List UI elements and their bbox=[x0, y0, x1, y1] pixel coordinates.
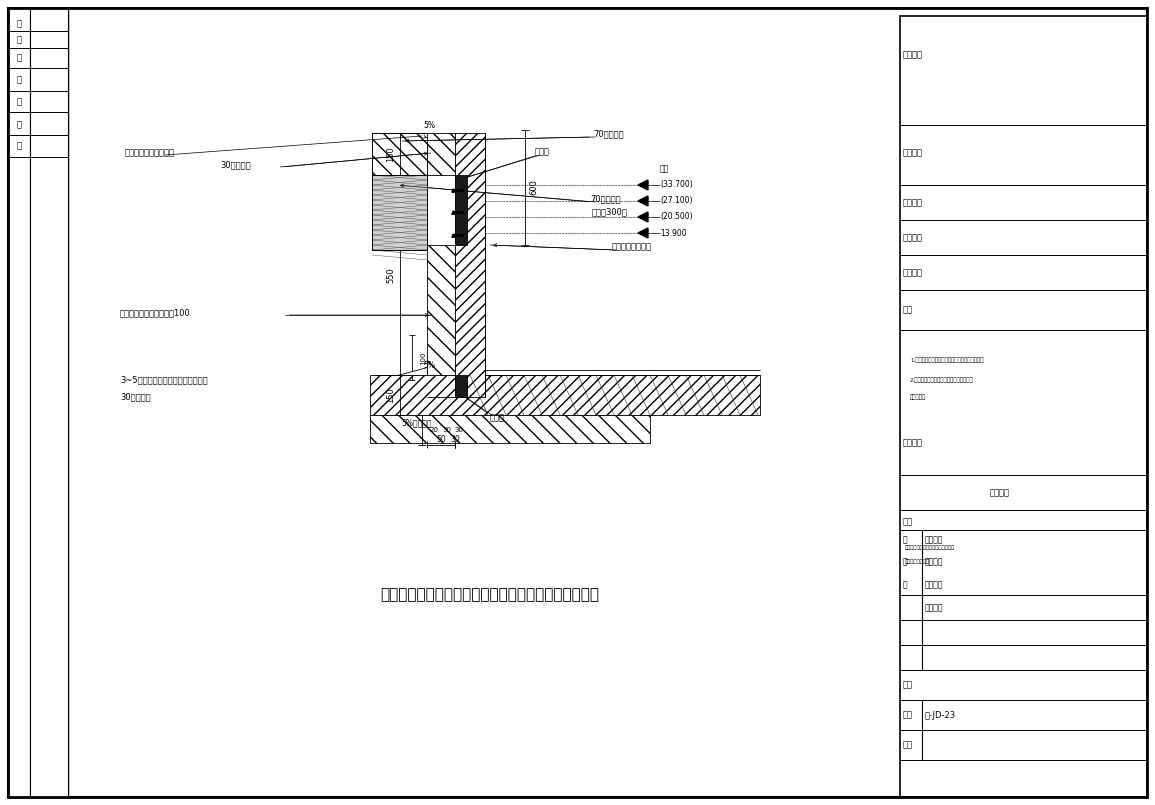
Text: 相关规范。: 相关规范。 bbox=[910, 394, 926, 400]
Bar bbox=[8, 8, 68, 797]
Text: 窗附框: 窗附框 bbox=[535, 147, 550, 156]
Bar bbox=[372, 175, 427, 250]
Text: 栏: 栏 bbox=[16, 142, 22, 151]
Text: 建设单位: 建设单位 bbox=[903, 199, 923, 208]
Text: 600: 600 bbox=[529, 180, 538, 196]
Text: 5%: 5% bbox=[423, 121, 435, 130]
Polygon shape bbox=[638, 196, 648, 206]
Bar bbox=[370, 415, 650, 443]
Text: 70厚聚苯板: 70厚聚苯板 bbox=[593, 130, 624, 138]
Text: 20: 20 bbox=[430, 427, 439, 433]
Text: 设计阶段: 设计阶段 bbox=[903, 439, 923, 448]
Text: 总包单位: 总包单位 bbox=[903, 148, 923, 158]
Polygon shape bbox=[638, 212, 648, 222]
Text: 3~5厚防护面层砂浆复合玻纤网格布: 3~5厚防护面层砂浆复合玻纤网格布 bbox=[120, 375, 208, 385]
Text: (33.700): (33.700) bbox=[660, 180, 693, 189]
Text: 窗附框: 窗附框 bbox=[490, 414, 505, 423]
Text: 说明: 说明 bbox=[903, 306, 912, 315]
Text: 签: 签 bbox=[16, 97, 22, 106]
Text: 150: 150 bbox=[386, 147, 395, 162]
Text: 名: 名 bbox=[16, 53, 22, 63]
Polygon shape bbox=[397, 367, 427, 375]
Text: 岩棉板专用锚固件: 岩棉板专用锚固件 bbox=[612, 242, 653, 251]
Text: 2.图上所有尺寸对于施工参考有效，请参考: 2.图上所有尺寸对于施工参考有效，请参考 bbox=[910, 378, 974, 383]
Bar bbox=[372, 133, 427, 175]
Text: 图号: 图号 bbox=[903, 711, 912, 720]
Text: 总包单位: 总包单位 bbox=[925, 558, 944, 567]
Bar bbox=[427, 133, 455, 175]
Text: 设计单位: 设计单位 bbox=[925, 604, 944, 613]
Text: (20.500): (20.500) bbox=[660, 213, 693, 221]
Text: 550: 550 bbox=[386, 267, 395, 283]
Text: 附加网格布长度过岩棉边100: 附加网格布长度过岩棉边100 bbox=[120, 308, 191, 317]
Text: 建设单位: 建设单位 bbox=[925, 580, 944, 589]
Bar bbox=[8, 8, 30, 797]
Bar bbox=[427, 245, 455, 375]
Text: 图名: 图名 bbox=[903, 518, 912, 526]
Text: 30厚聚苯板: 30厚聚苯板 bbox=[219, 160, 251, 170]
Text: 签: 签 bbox=[903, 535, 908, 544]
Text: 附-JD-23: 附-JD-23 bbox=[925, 711, 956, 720]
Text: 有防火隔离带涂料饰面卧室外平窗处外墙外保温节点图: 有防火隔离带涂料饰面卧室外平窗处外墙外保温节点图 bbox=[380, 588, 599, 602]
Text: 页数: 页数 bbox=[903, 741, 912, 749]
Bar bbox=[455, 175, 467, 245]
Text: 成品聚苯槽辅装饰槽线: 成品聚苯槽辅装饰槽线 bbox=[125, 148, 176, 158]
Text: 30: 30 bbox=[442, 427, 450, 433]
Text: 30: 30 bbox=[450, 435, 460, 444]
Text: 50: 50 bbox=[437, 435, 446, 444]
Text: 号: 号 bbox=[16, 35, 22, 44]
Text: 标高: 标高 bbox=[660, 164, 669, 174]
Bar bbox=[30, 8, 68, 797]
Text: 100: 100 bbox=[420, 351, 426, 365]
Text: （高度300）: （高度300） bbox=[593, 208, 628, 217]
Text: 30厚聚苯板: 30厚聚苯板 bbox=[120, 393, 150, 402]
Text: 字: 字 bbox=[903, 558, 908, 567]
Text: 制图单位: 制图单位 bbox=[903, 51, 923, 60]
Text: 外墙外保温节点图: 外墙外保温节点图 bbox=[906, 559, 930, 564]
Text: 30: 30 bbox=[454, 427, 463, 433]
Text: 5%（斜面）: 5%（斜面） bbox=[402, 419, 432, 427]
Text: 设计单位: 设计单位 bbox=[903, 233, 923, 242]
Polygon shape bbox=[638, 180, 648, 190]
Text: 5%: 5% bbox=[423, 361, 435, 369]
Text: 栏: 栏 bbox=[903, 580, 908, 589]
Text: 工程名称: 工程名称 bbox=[903, 269, 923, 278]
Text: 日期: 日期 bbox=[903, 680, 912, 690]
Text: 70厚岩棉板: 70厚岩棉板 bbox=[590, 195, 620, 204]
Text: 有防火隔离带涂料饰面卧室外平窗处: 有防火隔离带涂料饰面卧室外平窗处 bbox=[906, 544, 955, 550]
Text: 制图单位: 制图单位 bbox=[925, 535, 944, 544]
Text: (27.100): (27.100) bbox=[660, 196, 693, 205]
Text: 字: 字 bbox=[16, 121, 22, 130]
Text: 13.900: 13.900 bbox=[660, 229, 686, 237]
Bar bbox=[900, 16, 1147, 797]
Text: 1.图上所有尺寸均以毫米为单位，标高单位为米。: 1.图上所有尺寸均以毫米为单位，标高单位为米。 bbox=[910, 357, 984, 363]
Polygon shape bbox=[638, 228, 648, 238]
Text: 称: 称 bbox=[16, 76, 22, 85]
Text: 图: 图 bbox=[16, 19, 22, 28]
Bar bbox=[455, 375, 467, 397]
Bar bbox=[455, 133, 485, 397]
Text: 施工方案: 施工方案 bbox=[990, 489, 1009, 497]
Text: 150: 150 bbox=[386, 387, 395, 402]
Bar bbox=[370, 375, 760, 415]
